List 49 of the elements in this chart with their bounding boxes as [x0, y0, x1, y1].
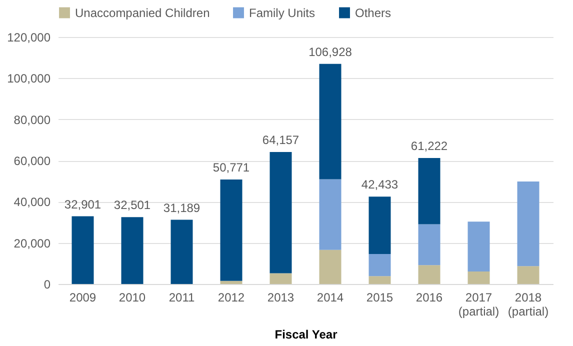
y-tick-label: 60,000: [14, 154, 51, 168]
total-label: 42,433: [361, 178, 398, 192]
bar: [270, 273, 292, 284]
x-tick-label: 2010: [118, 290, 146, 304]
total-label: 64,157: [262, 132, 300, 147]
total-label: 61,222: [410, 138, 448, 153]
bar: [270, 152, 292, 274]
bar: [418, 224, 440, 266]
y-tick-label: 100,000: [7, 72, 51, 86]
bar: [121, 217, 144, 284]
bar: [468, 222, 490, 272]
x-tick-label: 2016: [416, 290, 443, 304]
bar: [319, 179, 342, 250]
bar: [170, 220, 193, 284]
bar: [319, 250, 342, 284]
bar: [517, 266, 540, 284]
bar: [220, 179, 242, 281]
bar: [319, 64, 342, 180]
x-tick-label: 2018 (partial): [508, 290, 549, 318]
y-tick-label: 40,000: [14, 195, 51, 210]
legend-label: Others: [355, 6, 392, 20]
legend-label: Family Units: [249, 6, 316, 20]
bar: [468, 271, 490, 284]
total-label: 32,901: [64, 197, 102, 212]
x-tick-label: 2013: [267, 290, 294, 304]
bar: [418, 265, 440, 284]
bar: [220, 280, 242, 284]
y-tick-label: 20,000: [14, 236, 51, 250]
bar: [368, 254, 391, 276]
y-tick-label: 0: [44, 278, 51, 292]
total-label: 106,928: [308, 44, 352, 59]
bar: [517, 181, 540, 266]
x-tick-label: 2017 (partial): [458, 290, 500, 318]
x-tick-label: 2011: [168, 290, 195, 304]
total-label: 31,189: [163, 200, 200, 215]
bar: [418, 158, 440, 224]
bar: [368, 196, 391, 254]
x-tick-label: 2012: [218, 290, 245, 304]
total-label: 32,501: [114, 198, 151, 212]
bar: [368, 276, 391, 284]
legend-label: Unaccompanied Children: [75, 6, 210, 20]
bar: [72, 216, 94, 284]
x-tick-label: 2015: [366, 290, 394, 304]
y-tick-label: 120,000: [7, 30, 51, 44]
x-axis-title: Fiscal Year: [274, 328, 338, 342]
x-tick-label: 2014: [316, 290, 344, 304]
x-tick-label: 2009: [69, 290, 96, 304]
y-tick-label: 80,000: [14, 112, 51, 127]
total-label: 50,771: [212, 160, 250, 174]
